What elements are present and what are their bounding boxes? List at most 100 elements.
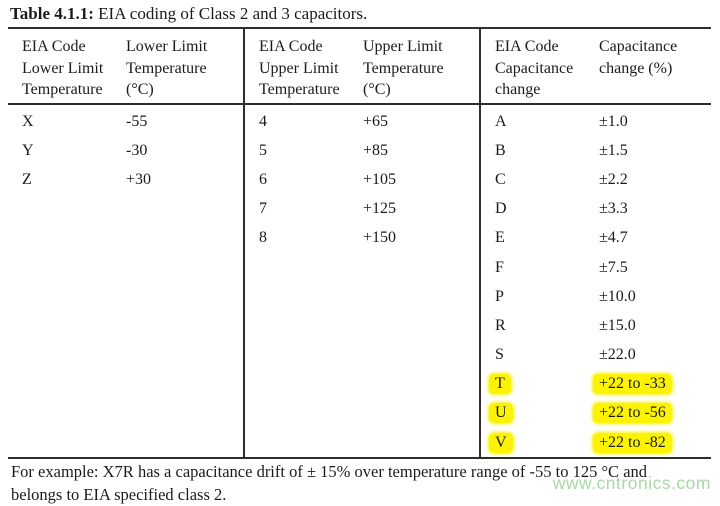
table-row: V +22 to -82 — [481, 428, 711, 457]
value-text: +125 — [363, 200, 397, 218]
table-row: D ±3.3 — [481, 195, 711, 224]
table-row: Y -30 — [8, 136, 243, 165]
code-text: 8 — [259, 229, 267, 247]
code-cell: R — [481, 317, 599, 335]
value-text: ±22.0 — [599, 346, 636, 364]
table-row: S ±22.0 — [481, 341, 711, 370]
value-cell: ±1.5 — [599, 142, 711, 160]
table-row: Z +30 — [8, 165, 243, 194]
code-text: C — [495, 170, 506, 188]
section-header: EIA Code Upper Limit Temperature Upper L… — [245, 29, 479, 105]
value-text: +85 — [363, 141, 389, 159]
value-text: ±1.0 — [599, 112, 628, 130]
table-row: F ±7.5 — [481, 253, 711, 282]
table-row: E ±4.7 — [481, 224, 711, 253]
header-eia-code-lower-limit: EIA Code Lower Limit Temperature — [22, 38, 104, 98]
code-text: B — [495, 141, 506, 159]
code-cell: Z — [8, 171, 126, 189]
value-cell: -30 — [126, 142, 243, 160]
eia-coding-table: EIA Code Lower Limit Temperature Lower L… — [8, 27, 711, 460]
code-cell: X — [8, 113, 126, 131]
table-row: 6 +105 — [245, 165, 479, 194]
highlighted-value-text: +22 to -82 — [593, 432, 672, 453]
table-row: B ±1.5 — [481, 136, 711, 165]
section-body-1: 4 +65 5 +85 6 +105 7 +125 8 +150 — [245, 105, 479, 253]
value-text: ±15.0 — [599, 316, 636, 334]
value-text: -30 — [126, 141, 148, 159]
value-cell: +105 — [363, 171, 479, 189]
header-upper-limit-temperature: Upper Limit Temperature (°C) — [363, 38, 444, 98]
code-cell: V — [481, 432, 599, 453]
code-cell: S — [481, 346, 599, 364]
header-capacitance-change-pct: Capacitance change (%) — [599, 38, 678, 77]
value-text: ±2.2 — [599, 170, 628, 188]
value-cell: ±22.0 — [599, 346, 711, 364]
table-caption-text: EIA coding of Class 2 and 3 capacitors. — [93, 4, 368, 23]
value-cell: +85 — [363, 142, 479, 160]
section-header: EIA Code Capacitance change Capacitance … — [481, 29, 711, 105]
value-cell: +125 — [363, 200, 479, 218]
value-cell: ±2.2 — [599, 171, 711, 189]
value-text: ±10.0 — [599, 287, 636, 305]
section-header: EIA Code Lower Limit Temperature Lower L… — [8, 29, 243, 105]
code-text: Y — [22, 141, 34, 159]
table-caption-number: Table 4.1.1: — [10, 4, 94, 23]
code-cell: P — [481, 288, 599, 306]
value-text: +150 — [363, 229, 397, 247]
code-text: X — [22, 112, 34, 130]
code-text: P — [495, 287, 504, 305]
value-cell: ±10.0 — [599, 288, 711, 306]
table-row: A ±1.0 — [481, 107, 711, 136]
code-text: D — [495, 200, 507, 218]
value-text: +105 — [363, 170, 397, 188]
watermark: www.cntronics.com — [552, 473, 711, 493]
header-lower-limit-temperature: Lower Limit Temperature (°C) — [126, 38, 208, 98]
section-body-0: X -55 Y -30 Z +30 — [8, 105, 243, 195]
code-cell: Y — [8, 142, 126, 160]
value-cell: +150 — [363, 229, 479, 247]
table-row: 8 +150 — [245, 224, 479, 253]
code-cell: 7 — [245, 200, 363, 218]
footer-note: For example: X7R has a capacitance drift… — [11, 462, 648, 504]
value-text: ±3.3 — [599, 200, 628, 218]
value-cell: +65 — [363, 113, 479, 131]
table-row: C ±2.2 — [481, 165, 711, 194]
value-cell: -55 — [126, 113, 243, 131]
code-text: 6 — [259, 170, 267, 188]
table-row: X -55 — [8, 107, 243, 136]
value-text: +30 — [126, 170, 152, 188]
table-row: P ±10.0 — [481, 282, 711, 311]
code-text: F — [495, 258, 504, 276]
code-text: R — [495, 316, 506, 334]
highlighted-value-text: +22 to -56 — [593, 403, 672, 424]
code-cell: E — [481, 229, 599, 247]
code-text: 7 — [259, 200, 267, 218]
code-cell: U — [481, 403, 599, 424]
highlighted-code-text: T — [489, 374, 511, 395]
code-cell: 6 — [245, 171, 363, 189]
code-cell: D — [481, 200, 599, 218]
value-text: -55 — [126, 112, 148, 130]
code-cell: A — [481, 113, 599, 131]
value-cell: ±3.3 — [599, 200, 711, 218]
section-capacitance-change: EIA Code Capacitance change Capacitance … — [479, 29, 711, 458]
table-row: 5 +85 — [245, 136, 479, 165]
highlighted-code-text: V — [489, 432, 513, 453]
table-row: 7 +125 — [245, 195, 479, 224]
section-body-2: A ±1.0 B ±1.5 C ±2.2 D ±3.3 E ±4.7 F ±7.5 P ±10.0 R ±15… — [481, 105, 711, 457]
table-row: T +22 to -33 — [481, 370, 711, 399]
value-cell: +22 to -33 — [593, 374, 711, 395]
value-text: +65 — [363, 112, 389, 130]
header-eia-code-capacitance-change: EIA Code Capacitance change — [495, 38, 574, 98]
value-cell: +22 to -56 — [593, 403, 711, 424]
value-cell: ±4.7 — [599, 229, 711, 247]
value-cell: ±1.0 — [599, 113, 711, 131]
table-row: R ±15.0 — [481, 311, 711, 340]
code-text: 5 — [259, 141, 267, 159]
code-cell: 8 — [245, 229, 363, 247]
code-cell: 5 — [245, 142, 363, 160]
highlighted-value-text: +22 to -33 — [593, 374, 672, 395]
code-text: E — [495, 229, 505, 247]
value-cell: ±15.0 — [599, 317, 711, 335]
code-text: A — [495, 112, 507, 130]
